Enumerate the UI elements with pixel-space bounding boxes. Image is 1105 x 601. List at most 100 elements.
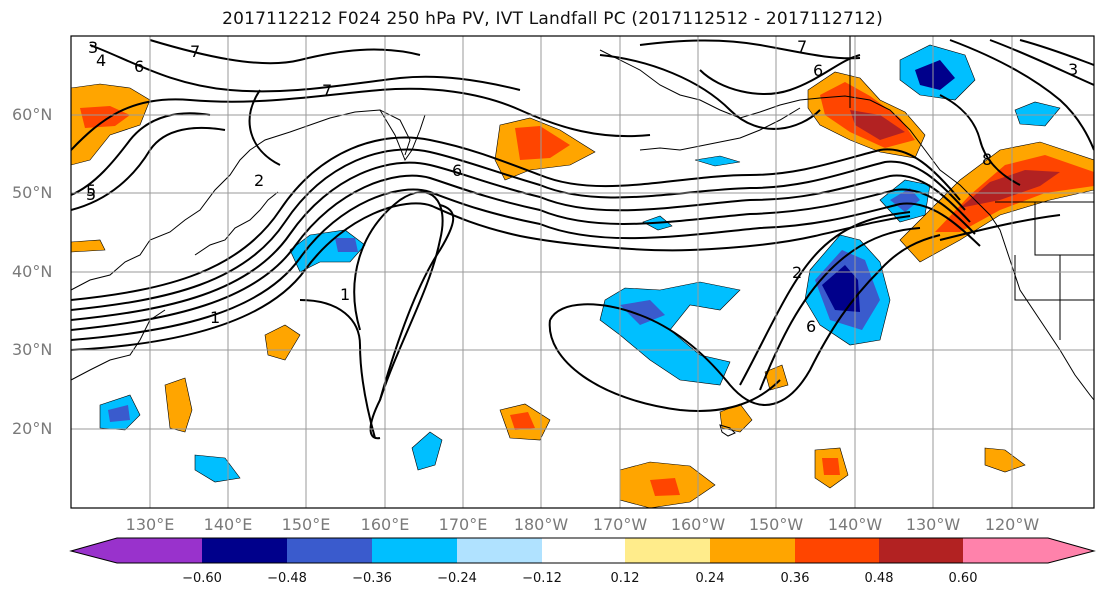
ivt-negative-subtropical-max	[822, 265, 860, 312]
colorbar-tick-label: −0.12	[522, 571, 562, 586]
colorbar-segment	[542, 538, 625, 563]
pv-contour	[71, 148, 966, 311]
ivt-positive-small-9	[71, 239, 106, 253]
ivt-positive-small-1-core	[650, 478, 680, 496]
colorbar-segment	[879, 538, 963, 563]
pv-contour	[149, 39, 421, 65]
colorbar	[69, 537, 1096, 564]
pv-contour	[71, 136, 961, 301]
colorbar-outline	[69, 537, 1096, 564]
lon-label: 150°W	[748, 515, 804, 534]
ivt-negative-small-1-core	[108, 405, 130, 422]
pv-contour	[353, 191, 444, 440]
contour-label: 8	[982, 150, 992, 169]
ivt-positive-small-7	[984, 447, 1026, 473]
ivt-negative-small-3	[411, 431, 443, 471]
colorbar-segment	[117, 538, 202, 563]
pv-contour	[699, 54, 861, 95]
coastline-alaska	[599, 49, 1094, 401]
border-state-2	[1014, 255, 1061, 340]
colorbar-tick-label: −0.36	[352, 571, 392, 586]
pv-contour	[939, 94, 1021, 186]
pv-contour	[949, 39, 1094, 151]
lon-label: 130°E	[125, 515, 175, 534]
pv-contour	[599, 54, 821, 130]
lat-label: 60°N	[12, 105, 53, 124]
coastline-asia	[71, 109, 411, 291]
ivt-negative-coast-core	[890, 188, 920, 212]
colorbar-tick-label: 0.24	[695, 571, 725, 586]
coastline-kamchatka	[379, 109, 426, 162]
contour-label: 1	[210, 308, 220, 327]
pv-contour	[299, 299, 376, 439]
colorbar-tick-label: 0.12	[610, 571, 640, 586]
pv-contour	[739, 211, 911, 386]
pv-contours	[71, 39, 1094, 440]
pv-contour	[89, 44, 521, 93]
contour-label: 5	[86, 181, 96, 200]
colorbar-segment	[963, 538, 1048, 563]
pv-contour	[71, 174, 976, 331]
pv-contour	[1019, 39, 1094, 66]
pv-contour	[71, 188, 981, 341]
border-state-1	[1034, 202, 1094, 256]
lon-label: 150°E	[281, 515, 331, 534]
lon-label: 170°E	[438, 515, 488, 534]
colorbar-tick-label: −0.60	[182, 571, 222, 586]
colorbar-segment	[457, 538, 542, 563]
contour-label: 1	[340, 285, 350, 304]
pv-contour	[989, 39, 1094, 86]
colorbar-segment	[372, 538, 457, 563]
border-state-3	[1059, 255, 1094, 301]
hawaii	[719, 424, 736, 437]
ivt-negative-kuril-core	[335, 238, 358, 252]
contour-label: 7	[190, 42, 200, 61]
pv-contour	[548, 319, 781, 412]
ivt-negative-small-5	[694, 155, 741, 167]
ivt-positive-small-4	[164, 377, 193, 433]
ivt-positive-small-5	[264, 324, 301, 361]
colorbar-segment	[795, 538, 879, 563]
pv-contour	[71, 112, 211, 196]
pv-contour	[549, 234, 941, 406]
ivt-negative-north-core	[915, 60, 955, 90]
contour-label: 6	[813, 61, 823, 80]
gridlines	[71, 36, 1094, 508]
contour-label: 2	[792, 263, 802, 282]
lon-label: 180°W	[513, 515, 569, 534]
colorbar-tick-label: −0.48	[267, 571, 307, 586]
contour-label: 6	[806, 317, 816, 336]
contour-label: 6	[452, 161, 462, 180]
lat-label: 50°N	[12, 183, 53, 202]
ivt-shading	[71, 44, 1094, 508]
lat-label: 40°N	[12, 262, 53, 281]
contour-label: 7	[797, 37, 807, 56]
pv-contour	[248, 89, 281, 166]
colorbar-segment	[202, 538, 287, 563]
pv-contour	[71, 87, 651, 151]
colorbar-tick-label: 0.48	[864, 571, 894, 586]
contour-labels: 3 4 5 6 7 7 7 6 6 5 3 2 1 1 2 6 8	[86, 37, 1078, 336]
pv-contour	[71, 161, 971, 321]
lon-label: 140°E	[203, 515, 253, 534]
lon-label: 130°W	[905, 515, 961, 534]
coastline-aleutians	[639, 107, 801, 151]
ivt-positive-plume-max	[960, 170, 1060, 208]
colorbar-tick-label: −0.24	[437, 571, 477, 586]
ivt-positive-small-2-core	[822, 458, 840, 475]
colorbar-extend-left	[71, 538, 117, 563]
colorbar-tick-label: 0.60	[948, 571, 978, 586]
contour-label: 5	[86, 185, 96, 204]
map-title: 2017112212 F024 250 hPa PV, IVT Landfall…	[222, 9, 883, 29]
coastline-japan	[194, 191, 279, 256]
colorbar-extend-right	[1048, 538, 1094, 563]
pv-contour	[939, 214, 1061, 241]
map-frame	[70, 35, 1095, 509]
contour-label: 7	[322, 81, 332, 100]
lon-label: 170°W	[592, 515, 648, 534]
contour-label: 4	[96, 51, 106, 70]
colorbar-segment	[710, 538, 795, 563]
pv-contour	[759, 227, 921, 391]
lat-label: 30°N	[12, 340, 53, 359]
contour-label: 3	[88, 38, 98, 57]
